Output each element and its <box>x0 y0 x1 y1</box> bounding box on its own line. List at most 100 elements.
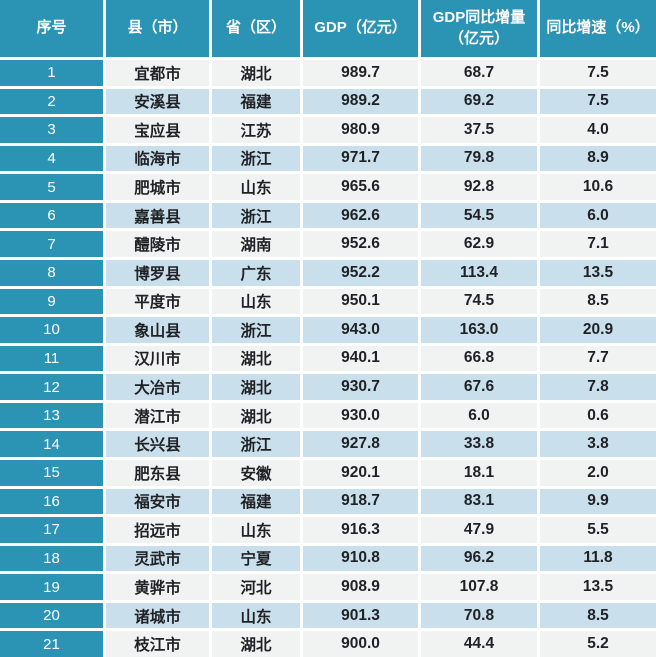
table-cell: 湖北 <box>212 345 300 372</box>
table-cell: 博罗县 <box>106 259 209 286</box>
table-cell: 74.5 <box>421 288 537 315</box>
table-cell: 肥城市 <box>106 174 209 200</box>
table-cell: 浙江 <box>212 202 300 229</box>
table-cell: 湖北 <box>212 631 300 657</box>
table-cell: 招远市 <box>106 517 209 543</box>
table-cell: 黄骅市 <box>106 574 209 600</box>
table-cell: 浙江 <box>212 145 300 172</box>
table-cell: 汉川市 <box>106 345 209 372</box>
table-cell: 5.5 <box>540 517 656 543</box>
table-cell: 醴陵市 <box>106 231 209 257</box>
table-cell: 37.5 <box>421 117 537 143</box>
table-cell: 江苏 <box>212 117 300 143</box>
row-index-cell: 12 <box>0 374 103 400</box>
table-cell: 66.8 <box>421 345 537 372</box>
table-cell: 河北 <box>212 574 300 600</box>
column-header-county: 县（市） <box>106 0 209 57</box>
table-cell: 83.1 <box>421 488 537 515</box>
table-cell: 68.7 <box>421 60 537 86</box>
table-cell: 940.1 <box>303 345 418 372</box>
table-cell: 广东 <box>212 259 300 286</box>
row-index-cell: 8 <box>0 259 103 286</box>
table-cell: 7.5 <box>540 60 656 86</box>
row-index-cell: 1 <box>0 60 103 86</box>
table-cell: 79.8 <box>421 145 537 172</box>
table-cell: 47.9 <box>421 517 537 543</box>
table-cell: 平度市 <box>106 288 209 315</box>
table-cell: 7.7 <box>540 345 656 372</box>
table-cell: 989.7 <box>303 60 418 86</box>
table-cell: 7.8 <box>540 374 656 400</box>
table-cell: 70.8 <box>421 602 537 629</box>
row-index-cell: 7 <box>0 231 103 257</box>
table-cell: 7.1 <box>540 231 656 257</box>
row-index-cell: 5 <box>0 174 103 200</box>
table-cell: 6.0 <box>421 402 537 429</box>
table-cell: 安溪县 <box>106 88 209 115</box>
table-cell: 浙江 <box>212 317 300 343</box>
table-cell: 2.0 <box>540 459 656 486</box>
table-cell: 肥东县 <box>106 459 209 486</box>
table-cell: 62.9 <box>421 231 537 257</box>
table-cell: 13.5 <box>540 259 656 286</box>
table-cell: 潜江市 <box>106 402 209 429</box>
table-cell: 湖北 <box>212 402 300 429</box>
table-cell: 965.6 <box>303 174 418 200</box>
row-index-cell: 6 <box>0 202 103 229</box>
table-cell: 福建 <box>212 488 300 515</box>
table-cell: 灵武市 <box>106 545 209 572</box>
column-header-province: 省（区） <box>212 0 300 57</box>
row-index-cell: 10 <box>0 317 103 343</box>
table-cell: 湖南 <box>212 231 300 257</box>
table-cell: 952.6 <box>303 231 418 257</box>
row-index-cell: 4 <box>0 145 103 172</box>
row-index-cell: 17 <box>0 517 103 543</box>
table-cell: 908.9 <box>303 574 418 600</box>
table-cell: 54.5 <box>421 202 537 229</box>
table-cell: 湖北 <box>212 60 300 86</box>
table-cell: 952.2 <box>303 259 418 286</box>
table-cell: 9.9 <box>540 488 656 515</box>
table-cell: 6.0 <box>540 202 656 229</box>
table-cell: 福建 <box>212 88 300 115</box>
table-cell: 107.8 <box>421 574 537 600</box>
table-cell: 92.8 <box>421 174 537 200</box>
table-cell: 980.9 <box>303 117 418 143</box>
table-cell: 930.0 <box>303 402 418 429</box>
table-cell: 8.9 <box>540 145 656 172</box>
table-cell: 0.6 <box>540 402 656 429</box>
column-header-growth-rate: 同比增速（%） <box>540 0 656 57</box>
table-cell: 67.6 <box>421 374 537 400</box>
table-cell: 33.8 <box>421 431 537 457</box>
table-cell: 44.4 <box>421 631 537 657</box>
table-cell: 山东 <box>212 174 300 200</box>
table-cell: 971.7 <box>303 145 418 172</box>
table-cell: 920.1 <box>303 459 418 486</box>
row-index-cell: 19 <box>0 574 103 600</box>
table-cell: 临海市 <box>106 145 209 172</box>
row-index-cell: 15 <box>0 459 103 486</box>
table-cell: 69.2 <box>421 88 537 115</box>
table-cell: 113.4 <box>421 259 537 286</box>
row-index-cell: 21 <box>0 631 103 657</box>
row-index-cell: 20 <box>0 602 103 629</box>
table-cell: 950.1 <box>303 288 418 315</box>
row-index-cell: 18 <box>0 545 103 572</box>
table-cell: 910.8 <box>303 545 418 572</box>
row-index-cell: 2 <box>0 88 103 115</box>
table-cell: 13.5 <box>540 574 656 600</box>
table-cell: 5.2 <box>540 631 656 657</box>
table-cell: 96.2 <box>421 545 537 572</box>
table-cell: 18.1 <box>421 459 537 486</box>
table-cell: 宁夏 <box>212 545 300 572</box>
row-index-cell: 9 <box>0 288 103 315</box>
table-cell: 927.8 <box>303 431 418 457</box>
table-cell: 4.0 <box>540 117 656 143</box>
table-cell: 900.0 <box>303 631 418 657</box>
table-cell: 163.0 <box>421 317 537 343</box>
row-index-cell: 14 <box>0 431 103 457</box>
table-cell: 989.2 <box>303 88 418 115</box>
row-index-cell: 13 <box>0 402 103 429</box>
table-cell: 枝江市 <box>106 631 209 657</box>
